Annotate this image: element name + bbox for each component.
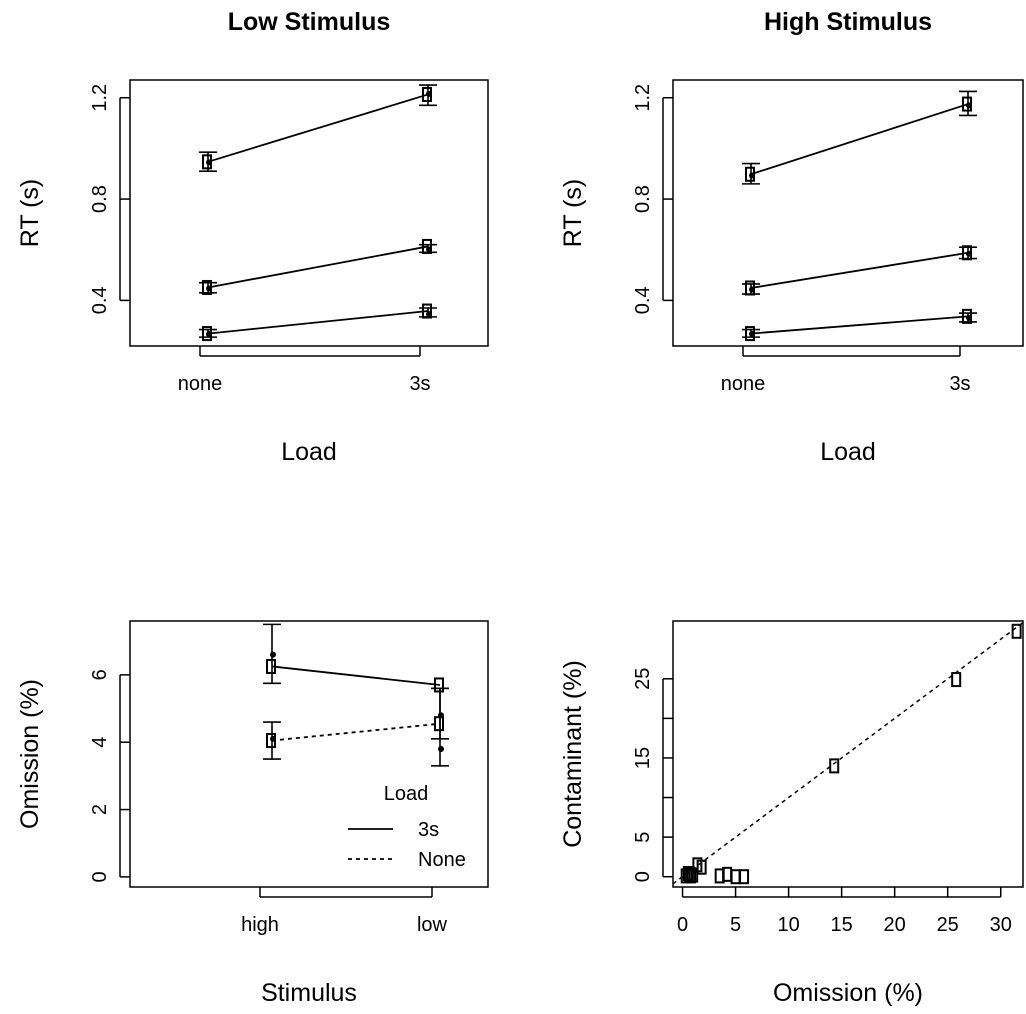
y-tick-label: 4: [89, 737, 111, 748]
y-tick-label: 2: [89, 804, 111, 815]
chart-title: Low Stimulus: [228, 8, 391, 36]
y-axis-label: Omission (%): [16, 679, 44, 829]
scatter-point-6: [696, 859, 707, 875]
predicted-point-0-0-0: [206, 159, 212, 166]
observed-point-2-1-1: [434, 716, 444, 732]
y-tick-label: 0.4: [89, 286, 111, 314]
predicted-point-1-0-0: [749, 172, 755, 179]
series-line-0-2: [207, 310, 429, 335]
predicted-point-2-1-1: [438, 745, 444, 752]
scatter-point-13: [1011, 623, 1022, 639]
legend: Load 3s None: [384, 783, 466, 871]
predicted-point-0-2-1: [426, 311, 432, 318]
y-tick-label: 0.4: [632, 286, 654, 314]
x-axis-label: Omission (%): [773, 979, 923, 1007]
predicted-point-0-2-0: [206, 331, 212, 338]
series-line-2-1: [271, 722, 441, 742]
series-line-1-0: [750, 103, 969, 176]
series-line-0-1: [207, 245, 429, 289]
series-line-1-2: [750, 315, 969, 335]
x-tick-label: 0: [677, 914, 688, 936]
y-axis-label: RT (s): [16, 179, 44, 248]
legend-title: Load: [384, 783, 429, 805]
y-tick-label: 0.8: [632, 185, 654, 213]
y-tick-label: 1.2: [89, 84, 111, 112]
predicted-point-1-1-1: [966, 250, 972, 257]
x-tick-label: 3s: [949, 373, 970, 395]
observed-point-2-0-1: [434, 677, 444, 693]
scatter-point-9: [730, 869, 741, 885]
x-axis-label: Load: [281, 438, 337, 466]
x-tick-label: none: [178, 373, 223, 395]
x-tick-label: 10: [777, 914, 799, 936]
predicted-point-0-0-1: [426, 90, 432, 97]
predicted-point-0-1-0: [206, 285, 212, 292]
y-tick-label: 15: [632, 747, 654, 769]
y-tick-label: 0: [89, 871, 111, 882]
observed-point-0-2-1: [422, 303, 432, 319]
observed-point-0-1-1: [422, 238, 432, 254]
series-line-1-1: [750, 251, 969, 289]
x-tick-label: high: [241, 914, 279, 936]
legend-label-none: None: [418, 849, 466, 871]
x-axis-label: Load: [820, 438, 876, 466]
predicted-point-1-2-0: [749, 330, 755, 337]
y-tick-label: 5: [632, 832, 654, 843]
legend-label-3s: 3s: [418, 819, 439, 841]
scatter-point-12: [951, 672, 962, 688]
chart-title: High Stimulus: [764, 8, 932, 36]
identity-line: [672, 621, 1024, 885]
predicted-point-1-0-1: [966, 102, 972, 109]
predicted-point-2-0-0: [270, 651, 276, 658]
plot-frame-1: [672, 79, 1024, 347]
y-tick-label: 25: [632, 668, 654, 690]
plot-frame-3: [672, 620, 1024, 888]
x-tick-label: 20: [884, 914, 906, 936]
x-tick-label: none: [721, 373, 766, 395]
x-tick-label: 5: [730, 914, 741, 936]
x-tick-label: 25: [937, 914, 959, 936]
predicted-point-0-1-1: [426, 246, 432, 253]
predicted-point-1-1-0: [749, 286, 755, 293]
observed-point-2-0-0: [266, 658, 276, 674]
predicted-point-1-2-1: [966, 314, 972, 321]
y-tick-label: 0: [632, 871, 654, 882]
y-axis-label: Contaminant (%): [559, 660, 587, 848]
y-axis-label: RT (s): [559, 179, 587, 248]
y-tick-label: 0.8: [89, 185, 111, 213]
plot-frame-2: [129, 620, 489, 888]
y-tick-label: 1.2: [632, 84, 654, 112]
x-tick-label: 30: [990, 914, 1012, 936]
plot-frame-0: [129, 79, 489, 347]
series-line-2-0: [271, 665, 441, 686]
x-tick-label: 3s: [409, 373, 430, 395]
x-tick-label: 15: [831, 914, 853, 936]
x-axis-label: Stimulus: [261, 979, 357, 1007]
scatter-point-10: [739, 869, 750, 885]
scatter-point-11: [829, 758, 840, 774]
y-tick-label: 6: [89, 669, 111, 680]
x-tick-label: low: [417, 914, 448, 936]
predicted-point-2-1-0: [270, 735, 276, 742]
series-line-0-0: [207, 93, 429, 163]
